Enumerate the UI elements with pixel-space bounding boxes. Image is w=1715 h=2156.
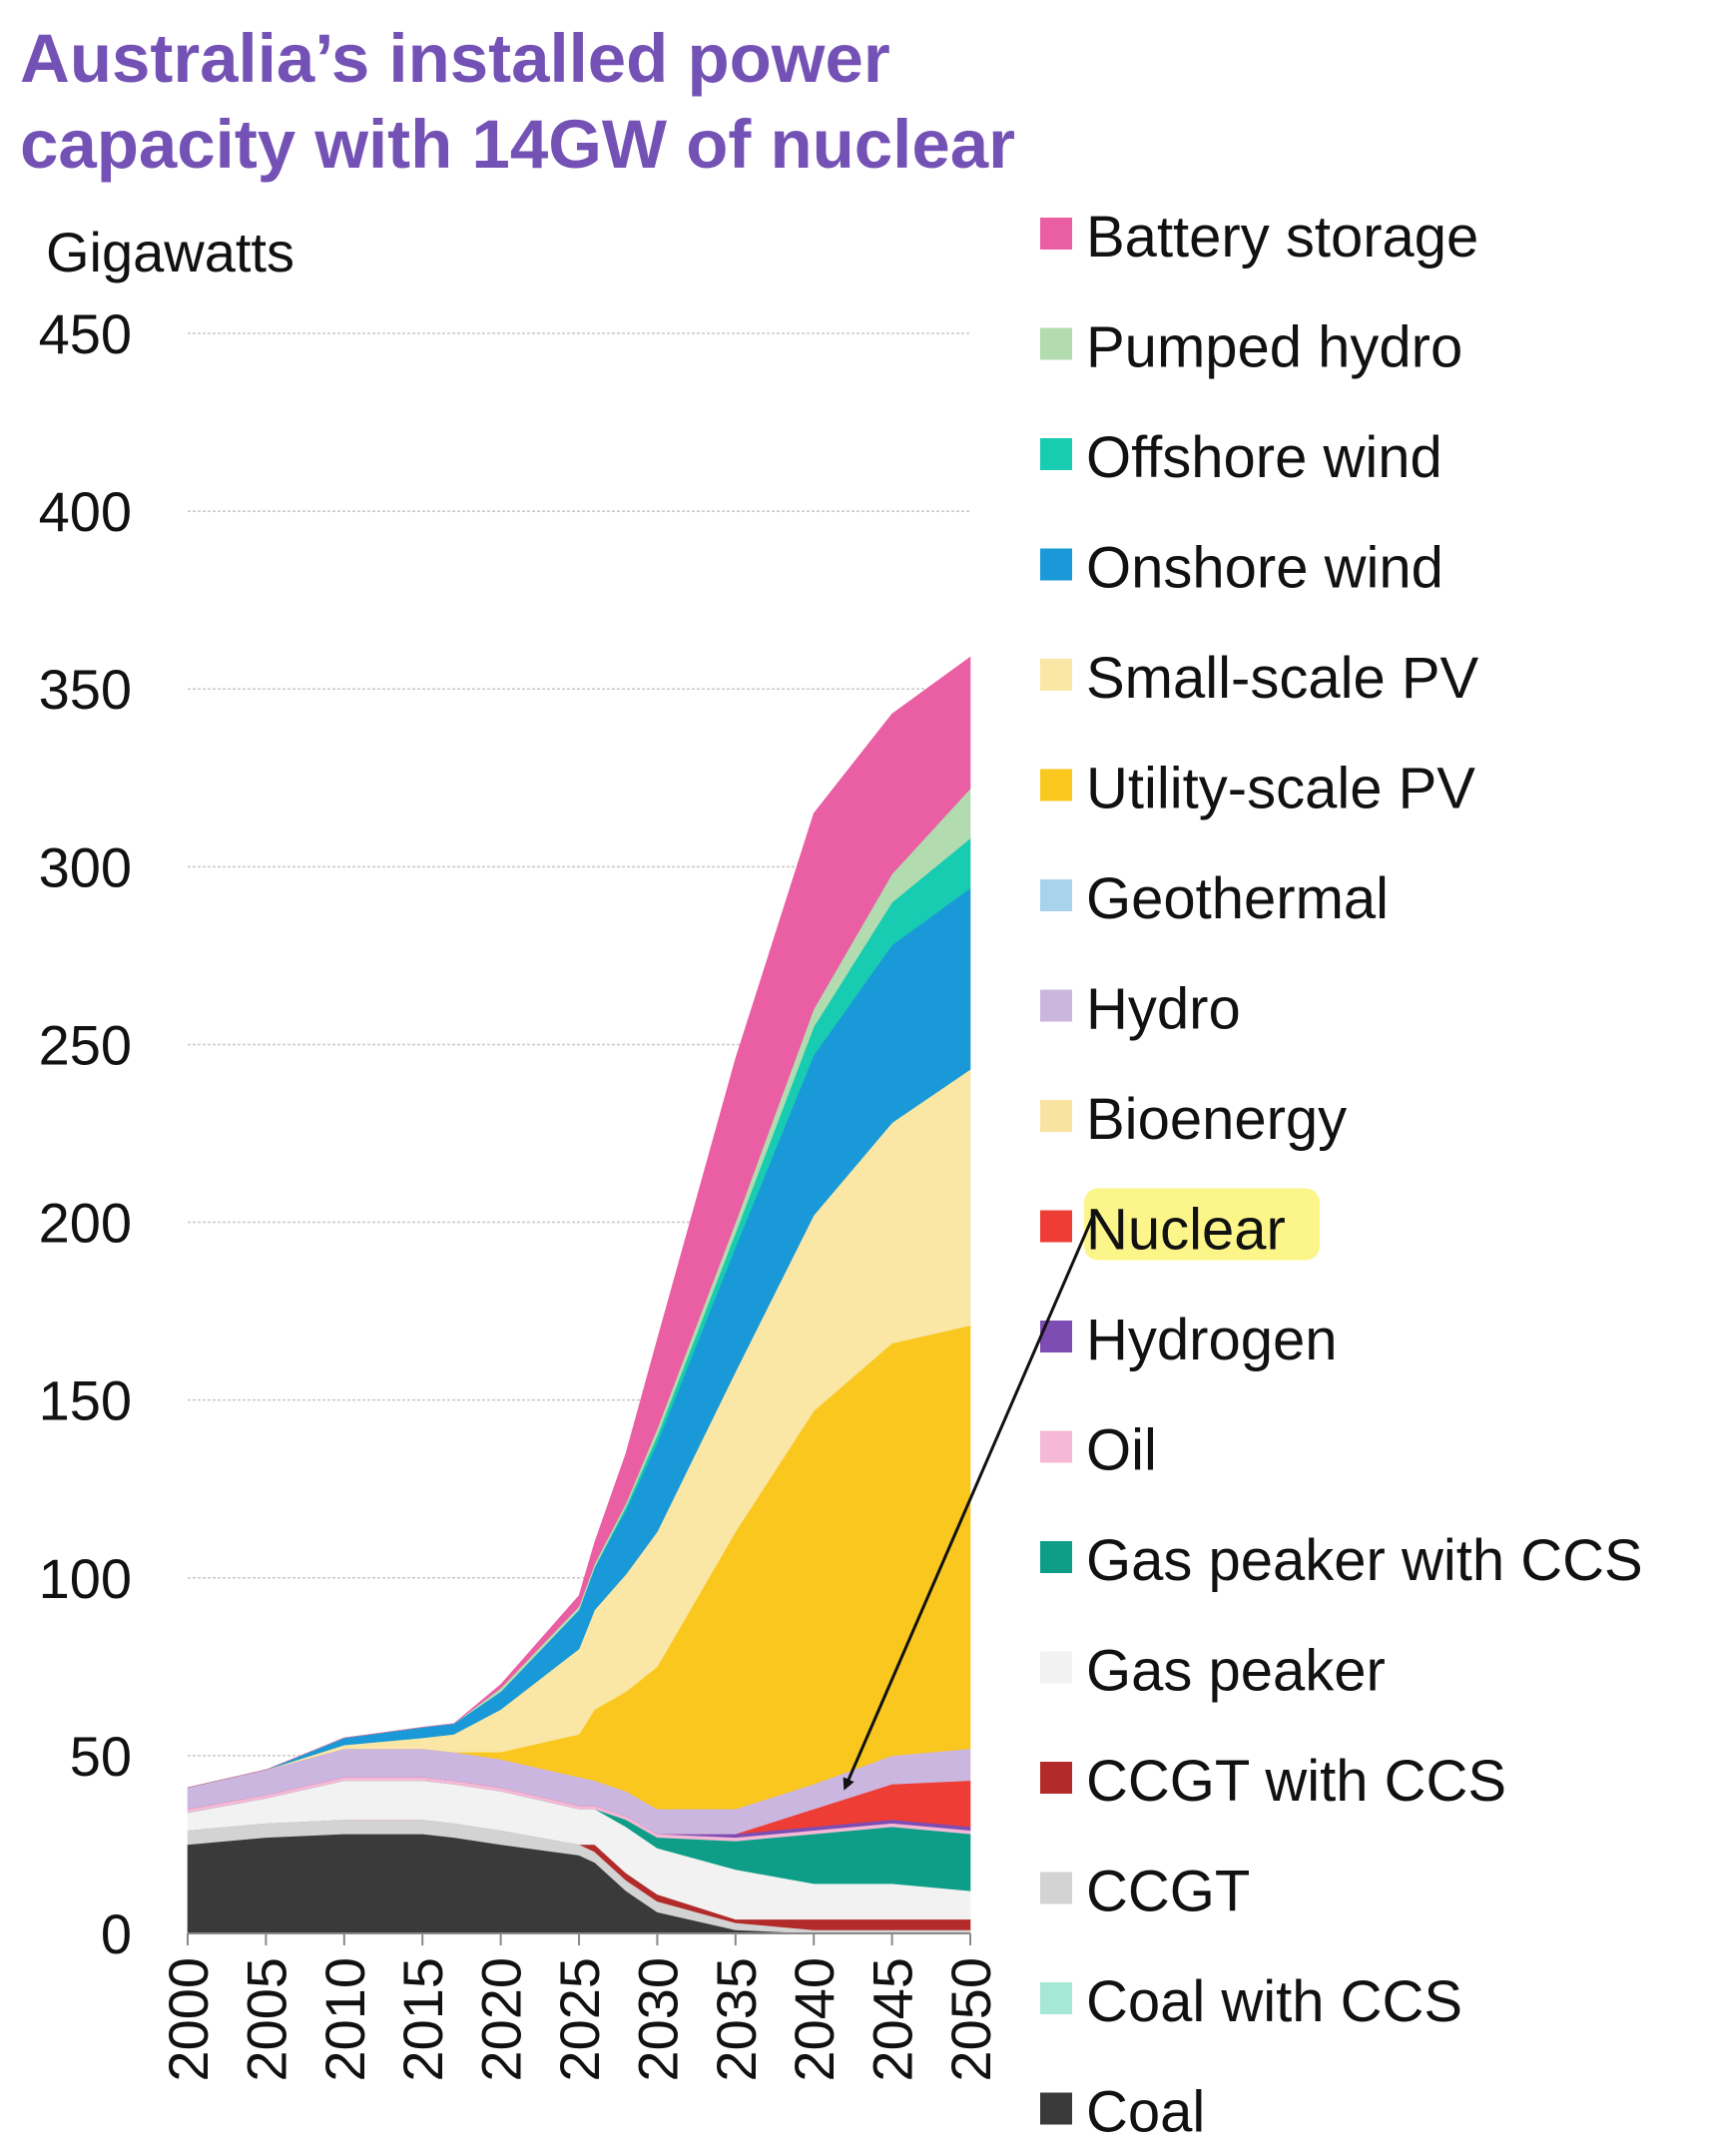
legend-swatch-offshore-wind bbox=[1040, 438, 1072, 470]
y-tick-labels: 0 50 100 150 200 250 300 350 400 450 bbox=[39, 302, 132, 1965]
legend-label-ccgt-with-ccs: CCGT with CCS bbox=[1086, 1749, 1506, 1814]
stacked-areas bbox=[187, 656, 971, 1934]
legend-label-onshore-wind: Onshore wind bbox=[1086, 536, 1443, 601]
y-tick-label: 50 bbox=[70, 1725, 132, 1788]
legend-label-offshore-wind: Offshore wind bbox=[1086, 425, 1442, 490]
y-axis-label: Gigawatts bbox=[46, 221, 294, 283]
x-tick-label: 2025 bbox=[548, 1957, 611, 2082]
legend-label-pumped-hydro: Pumped hydro bbox=[1086, 315, 1462, 380]
legend-swatch-utility-scale-pv bbox=[1040, 769, 1072, 802]
legend-swatch-coal-with-ccs bbox=[1040, 1982, 1072, 2014]
legend-swatch-coal bbox=[1040, 2092, 1072, 2125]
x-tick-labels: 2000 2005 2010 2015 2020 2025 2030 2035 2040 2045… bbox=[157, 1933, 1002, 2082]
legend-swatch-gas-peaker-with-ccs bbox=[1040, 1541, 1072, 1573]
x-tick-label: 2035 bbox=[705, 1957, 768, 2082]
legend-label-oil: Oil bbox=[1086, 1418, 1157, 1483]
legend-swatch-small-scale-pv bbox=[1040, 659, 1072, 691]
nuclear-annotation bbox=[843, 1217, 1094, 1791]
legend-swatch-geothermal bbox=[1040, 879, 1072, 911]
chart-title: Australia’s installed power capacity wit… bbox=[20, 20, 1015, 183]
area-utility-scale-pv bbox=[187, 1325, 971, 1810]
x-tick-label: 2005 bbox=[235, 1957, 297, 2082]
y-tick-label: 350 bbox=[39, 658, 132, 721]
legend-label-hydrogen: Hydrogen bbox=[1086, 1308, 1337, 1372]
legend-label-hydro: Hydro bbox=[1086, 977, 1241, 1042]
legend-swatch-bioenergy bbox=[1040, 1100, 1072, 1132]
legend-swatch-nuclear bbox=[1040, 1210, 1072, 1243]
x-tick-label: 2000 bbox=[157, 1957, 220, 2082]
area-battery-storage bbox=[187, 656, 971, 1789]
x-tick-label: 2030 bbox=[626, 1957, 689, 2082]
legend-swatch-pumped-hydro bbox=[1040, 327, 1072, 360]
legend-label-battery-storage: Battery storage bbox=[1086, 205, 1478, 270]
legend-label-geothermal: Geothermal bbox=[1086, 866, 1389, 931]
legend-label-gas-peaker-with-ccs: Gas peaker with CCS bbox=[1086, 1528, 1643, 1593]
y-tick-label: 0 bbox=[101, 1902, 132, 1965]
x-tick-label: 2010 bbox=[313, 1957, 376, 2082]
y-tick-label: 200 bbox=[39, 1192, 132, 1255]
x-tick-label: 2015 bbox=[391, 1957, 454, 2082]
legend-highlight bbox=[1084, 1188, 1320, 1261]
y-tick-label: 100 bbox=[39, 1547, 132, 1610]
y-tick-label: 250 bbox=[39, 1013, 132, 1076]
legend-swatch-gas-peaker bbox=[1040, 1651, 1072, 1684]
legend-swatch-battery-storage bbox=[1040, 218, 1072, 250]
x-tick-label: 2045 bbox=[861, 1957, 924, 2082]
legend-swatch-oil bbox=[1040, 1430, 1072, 1463]
legend-swatch-ccgt-with-ccs bbox=[1040, 1762, 1072, 1794]
legend-label-bioenergy: Bioenergy bbox=[1086, 1087, 1347, 1152]
x-tick-label: 2040 bbox=[783, 1957, 846, 2082]
legend-label-coal-with-ccs: Coal with CCS bbox=[1086, 1969, 1462, 2034]
legend-swatch-ccgt bbox=[1040, 1872, 1072, 1904]
legend-label-ccgt: CCGT bbox=[1086, 1860, 1250, 1924]
legend-label-gas-peaker: Gas peaker bbox=[1086, 1639, 1386, 1704]
legend-label-coal: Coal bbox=[1086, 2080, 1205, 2145]
y-tick-label: 300 bbox=[39, 835, 132, 898]
y-tick-label: 400 bbox=[39, 480, 132, 543]
legend-label-small-scale-pv: Small-scale PV bbox=[1086, 646, 1479, 711]
y-tick-label: 150 bbox=[39, 1369, 132, 1432]
x-tick-label: 2050 bbox=[939, 1957, 1002, 2082]
y-tick-label: 450 bbox=[39, 302, 132, 365]
annotation-arrow bbox=[843, 1217, 1094, 1791]
legend-swatch-onshore-wind bbox=[1040, 548, 1072, 581]
legend-label-nuclear: Nuclear bbox=[1086, 1198, 1286, 1263]
x-tick-label: 2020 bbox=[470, 1957, 533, 2082]
legend: Battery storage Pumped hydro Offshore wind… bbox=[1040, 205, 1643, 2145]
legend-label-utility-scale-pv: Utility-scale PV bbox=[1086, 757, 1475, 821]
legend-swatch-hydro bbox=[1040, 989, 1072, 1022]
